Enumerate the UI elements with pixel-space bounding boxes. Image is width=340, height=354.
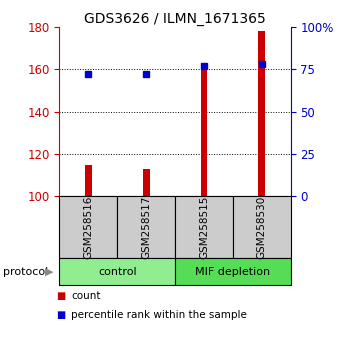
Title: GDS3626 / ILMN_1671365: GDS3626 / ILMN_1671365	[84, 12, 266, 25]
Text: ■: ■	[56, 310, 65, 320]
Text: GSM258517: GSM258517	[141, 196, 151, 259]
Text: count: count	[71, 291, 101, 301]
Text: MIF depletion: MIF depletion	[195, 267, 270, 277]
Text: protocol: protocol	[3, 267, 49, 277]
Text: ■: ■	[56, 291, 65, 301]
Bar	[201, 69, 207, 196]
Text: ▶: ▶	[45, 267, 54, 277]
Bar	[85, 165, 92, 196]
Text: GSM258516: GSM258516	[83, 196, 94, 259]
Bar	[258, 31, 265, 196]
Text: percentile rank within the sample: percentile rank within the sample	[71, 310, 247, 320]
Text: control: control	[98, 267, 137, 277]
Text: GSM258515: GSM258515	[199, 196, 209, 259]
Text: GSM258530: GSM258530	[257, 196, 267, 259]
Bar	[143, 169, 150, 196]
